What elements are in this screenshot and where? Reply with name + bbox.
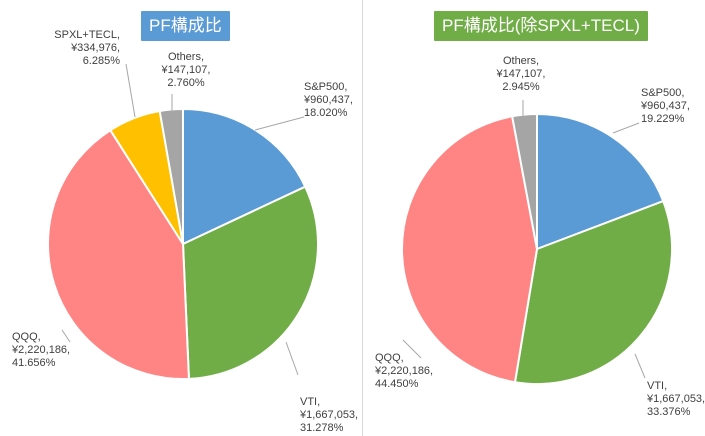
right-data-label-vti: VTI, ¥1,667,053, 33.376% — [646, 380, 705, 418]
left-data-label-s-p500: S&P500, ¥960,437, 18.020% — [303, 81, 353, 119]
chart-left-pie: S&P500, ¥960,437, 18.020% VTI, ¥1,667,053, 31… — [11, 29, 358, 434]
right-leader-s-p500 — [612, 122, 640, 134]
chart-right-pie: S&P500, ¥960,437, 19.229% VTI, ¥1,667,053, 33… — [374, 55, 705, 418]
right-slice-vti — [513, 199, 673, 385]
left-slice-others — [158, 107, 184, 245]
chart-right-panel: PF構成比(除SPXL+TECL) S&P500, ¥960,437, 19.229… — [363, 0, 705, 436]
left-leader-qqq — [61, 329, 71, 343]
left-slice-vti — [181, 185, 319, 380]
left-data-label-others: Others, ¥147,107, 2.760% — [161, 51, 211, 89]
chart-right-title: PF構成比(除SPXL+TECL) — [434, 11, 648, 41]
right-leader-vti — [634, 353, 646, 379]
left-leader-s-p500 — [254, 116, 305, 131]
chart-left-title: PF構成比 — [141, 11, 230, 41]
right-data-label-qqq: QQQ, ¥2,220,186, 44.450% — [374, 352, 433, 390]
right-slice-others — [510, 112, 538, 250]
left-leader-spxl-tecl — [125, 63, 136, 118]
right-data-label-s-p500: S&P500, ¥960,437, 19.229% — [640, 87, 690, 125]
left-data-label-spxl-tecl: SPXL+TECL, ¥334,976, 6.285% — [54, 29, 120, 67]
right-data-label-others: Others, ¥147,107, 2.945% — [496, 55, 546, 93]
left-data-label-qqq: QQQ, ¥2,220,186, 41.656% — [11, 331, 70, 369]
left-data-label-vti: VTI, ¥1,667,053, 31.278% — [299, 396, 358, 434]
chart-left-panel: PF構成比 S&P500, ¥960,437, 18.020% VTI, ¥1,667,… — [11, 0, 363, 436]
left-slice-qqq — [47, 128, 190, 380]
left-leader-vti — [285, 341, 299, 376]
right-slice-qqq — [401, 115, 539, 384]
right-leader-qqq — [402, 339, 422, 359]
right-slice-s-p500 — [536, 112, 665, 251]
